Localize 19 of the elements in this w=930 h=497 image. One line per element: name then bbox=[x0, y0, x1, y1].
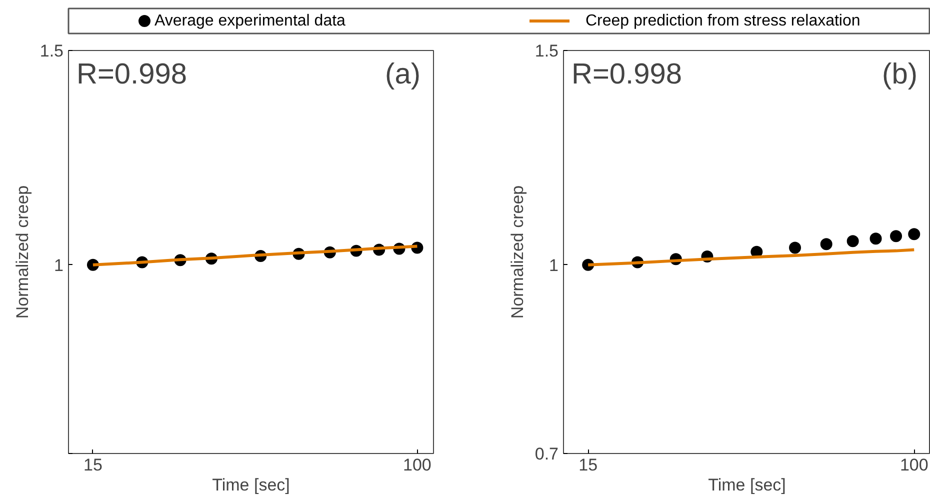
annotation: R=0.998 bbox=[76, 58, 187, 90]
x-axis-title: Time [sec] bbox=[212, 476, 290, 494]
x-tick-label: 15 bbox=[84, 456, 102, 474]
annotation: R=0.998 bbox=[572, 58, 682, 90]
annotation: (b) bbox=[882, 58, 918, 90]
y-tick-label: 0.7 bbox=[534, 444, 559, 464]
x-tick-label: 15 bbox=[578, 456, 598, 474]
y-axis-title: Normalized creep bbox=[508, 185, 527, 319]
x-tick-label: 100 bbox=[900, 456, 928, 474]
y-axis-title: Normalized creep bbox=[12, 185, 32, 319]
y-tick-label: 1.5 bbox=[534, 42, 559, 60]
x-axis-title: Time [sec] bbox=[708, 476, 786, 494]
annotation: (a) bbox=[385, 58, 421, 90]
y-tick-label: 1 bbox=[54, 256, 64, 275]
x-tick-label: 100 bbox=[403, 456, 432, 474]
legend-label: Creep prediction from stress relaxation bbox=[586, 12, 860, 30]
legend-label: Average experimental data bbox=[154, 12, 346, 30]
y-tick-label: 1 bbox=[549, 256, 559, 275]
y-tick-label: 1.5 bbox=[40, 42, 64, 60]
